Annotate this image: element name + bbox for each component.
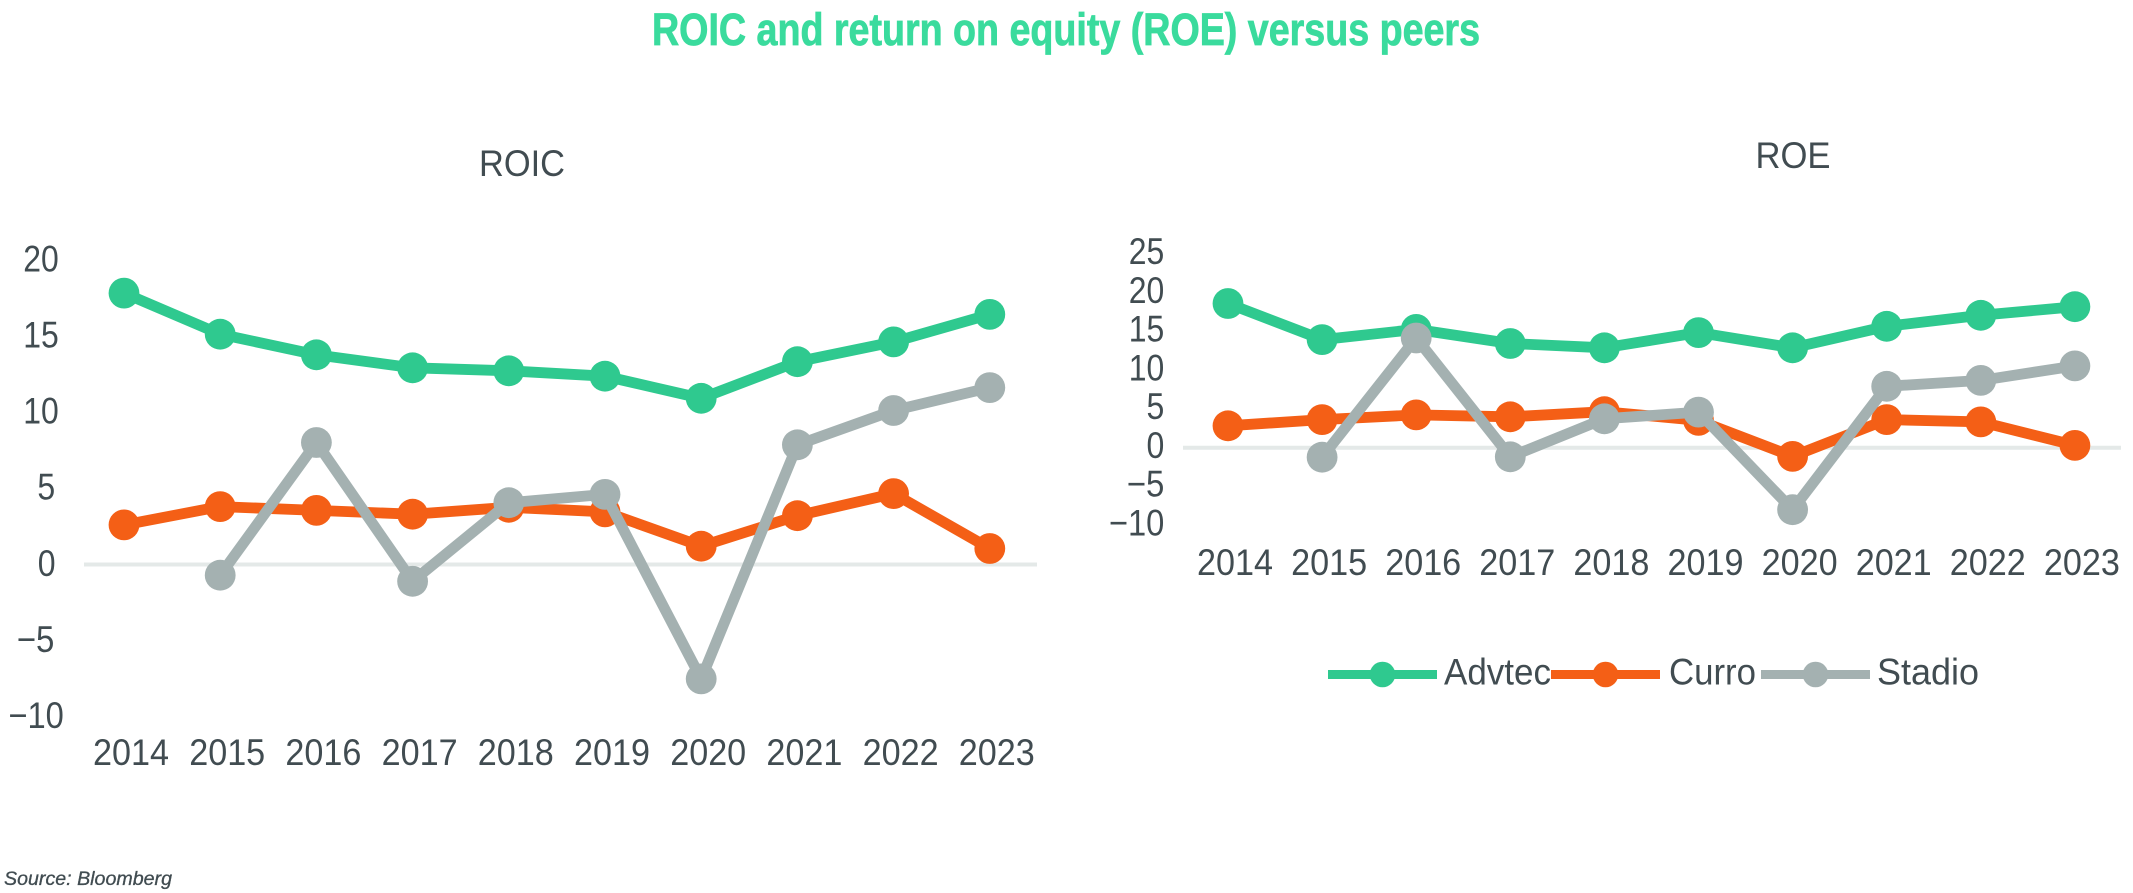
svg-text:15: 15 — [1129, 309, 1165, 350]
svg-text:ROE: ROE — [1756, 135, 1831, 176]
svg-text:Source: Bloomberg: Source: Bloomberg — [4, 869, 172, 890]
svg-text:0: 0 — [38, 543, 56, 584]
svg-text:10: 10 — [1129, 347, 1165, 388]
svg-text:2017: 2017 — [382, 732, 458, 773]
svg-text:2016: 2016 — [1385, 542, 1461, 583]
svg-text:−5: −5 — [17, 619, 55, 660]
svg-text:2015: 2015 — [189, 732, 265, 773]
svg-text:−10: −10 — [8, 695, 63, 736]
svg-text:2018: 2018 — [478, 732, 554, 773]
svg-text:2021: 2021 — [766, 732, 842, 773]
svg-text:2019: 2019 — [1668, 542, 1744, 583]
svg-text:2018: 2018 — [1573, 542, 1649, 583]
svg-text:2019: 2019 — [574, 732, 650, 773]
svg-text:2016: 2016 — [285, 732, 361, 773]
svg-text:ROIC: ROIC — [479, 143, 565, 184]
svg-text:Stadio: Stadio — [1877, 652, 1979, 693]
svg-text:−10: −10 — [1109, 502, 1164, 543]
svg-text:2021: 2021 — [1856, 542, 1932, 583]
svg-text:20: 20 — [23, 238, 59, 279]
svg-text:2023: 2023 — [959, 732, 1035, 773]
svg-text:2023: 2023 — [2044, 542, 2120, 583]
svg-text:−5: −5 — [1127, 464, 1165, 505]
svg-text:Curro: Curro — [1669, 652, 1756, 693]
svg-text:Advtec: Advtec — [1444, 652, 1551, 693]
svg-text:2020: 2020 — [670, 732, 746, 773]
svg-text:15: 15 — [23, 315, 59, 356]
svg-text:5: 5 — [1147, 386, 1165, 427]
svg-text:2015: 2015 — [1291, 542, 1367, 583]
svg-text:ROIC and return on equity (ROE: ROIC and return on equity (ROE) versus p… — [652, 4, 1480, 55]
svg-text:2014: 2014 — [1197, 542, 1273, 583]
svg-text:10: 10 — [23, 391, 59, 432]
svg-text:2022: 2022 — [1950, 542, 2026, 583]
svg-text:2017: 2017 — [1479, 542, 1555, 583]
svg-text:20: 20 — [1129, 270, 1165, 311]
svg-text:2022: 2022 — [863, 732, 939, 773]
svg-text:2014: 2014 — [93, 732, 169, 773]
svg-text:5: 5 — [37, 467, 55, 508]
svg-text:2020: 2020 — [1762, 542, 1838, 583]
svg-text:0: 0 — [1147, 425, 1165, 466]
svg-text:25: 25 — [1129, 231, 1165, 272]
